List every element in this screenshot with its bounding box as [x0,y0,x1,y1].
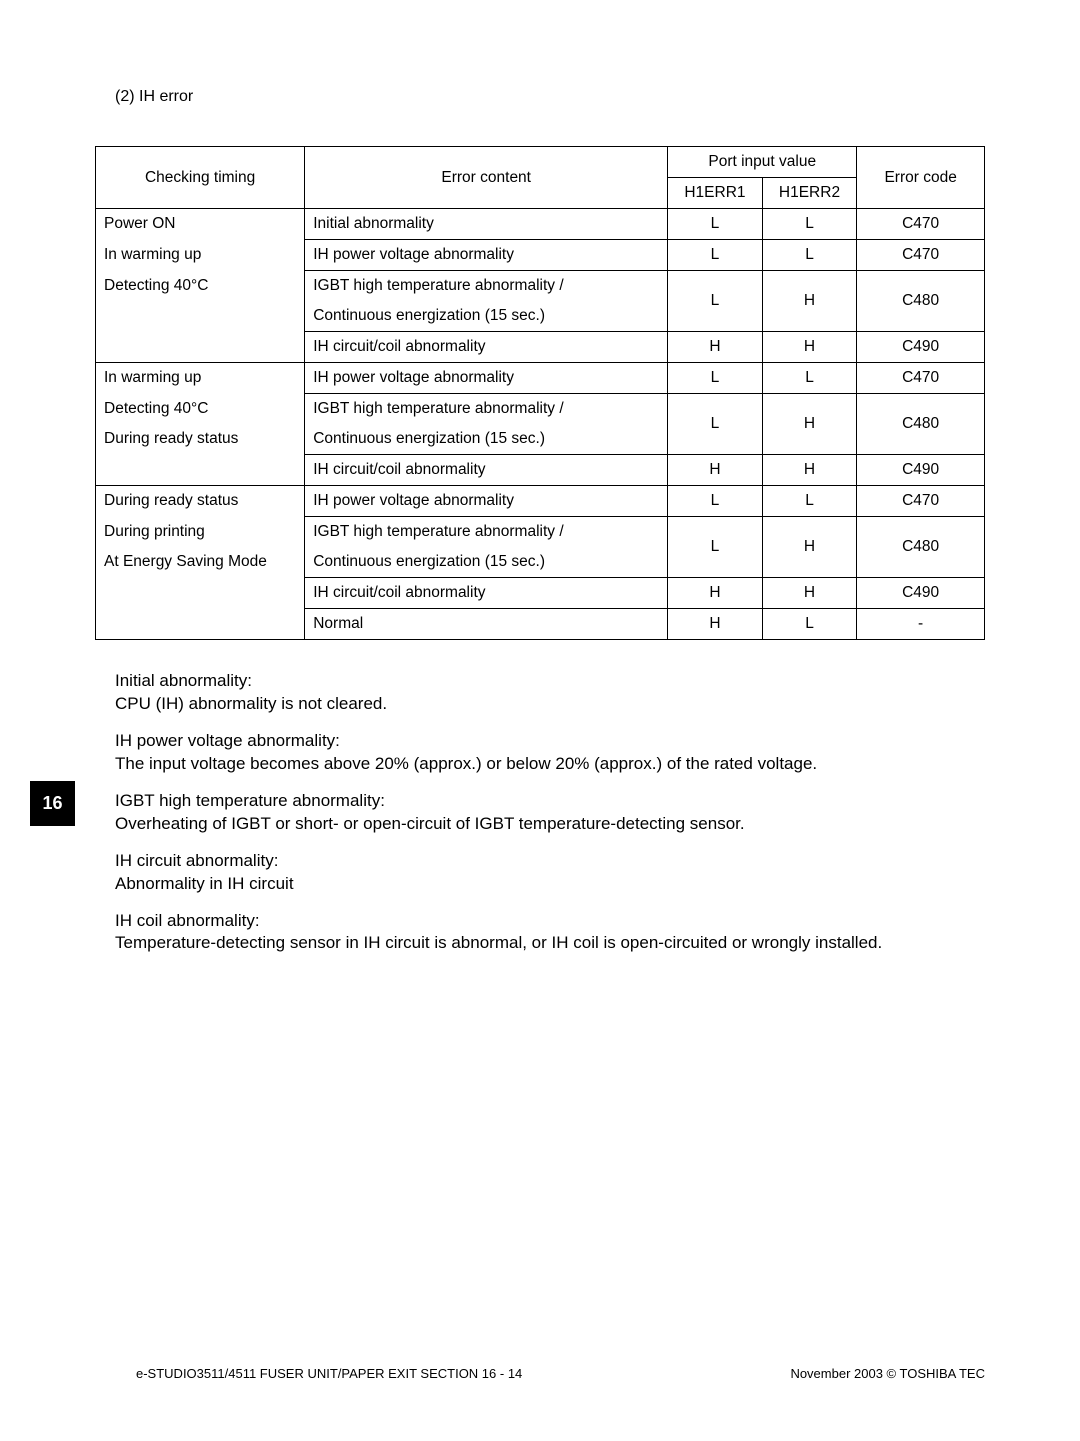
h1-cell: H [668,455,763,486]
timing-cell [96,609,305,640]
footer-left: e-STUDIO3511/4511 FUSER UNIT/PAPER EXIT … [136,1366,522,1381]
definition-title: IH power voltage abnormality: [115,730,985,753]
timing-cell: During ready status [96,486,305,517]
th-port-input: Port input value [668,147,857,178]
definition-title: IH circuit abnormality: [115,850,985,873]
definition-item: IH circuit abnormality: Abnormality in I… [115,850,985,896]
footer-right: November 2003 © TOSHIBA TEC [790,1366,985,1381]
definition-item: IGBT high temperature abnormality: Overh… [115,790,985,836]
content-cell: IH power voltage abnormality [305,240,668,271]
code-cell: C470 [857,240,985,271]
code-cell: C470 [857,363,985,394]
content-cell: Normal [305,609,668,640]
timing-cell: In warming up [96,240,305,271]
timing-cell: In warming up [96,363,305,394]
code-cell: - [857,609,985,640]
content-cell: IH power voltage abnormality [305,363,668,394]
content-cell: IH circuit/coil abnormality [305,332,668,363]
definition-text: The input voltage becomes above 20% (app… [115,753,985,776]
definitions-block: Initial abnormality: CPU (IH) abnormalit… [115,670,985,955]
section-heading: (2) IH error [115,88,985,106]
definition-title: IGBT high temperature abnormality: [115,790,985,813]
content-cell: Initial abnormality [305,209,668,240]
h1-cell: H [668,578,763,609]
th-h1err1: H1ERR1 [668,178,763,209]
definition-title: IH coil abnormality: [115,910,985,933]
th-checking-timing: Checking timing [96,147,305,209]
timing-cell [96,578,305,609]
code-cell: C480 [857,271,985,332]
h1-cell: L [668,517,763,578]
h2-cell: H [762,455,857,486]
ih-error-table: Checking timing Error content Port input… [95,146,985,640]
timing-cell: Power ON [96,209,305,240]
content-cell: Continuous energization (15 sec.) [305,301,668,332]
h2-cell: L [762,240,857,271]
definition-item: IH power voltage abnormality: The input … [115,730,985,776]
h2-cell: L [762,363,857,394]
content-cell: IH circuit/coil abnormality [305,578,668,609]
h2-cell: H [762,394,857,455]
h2-cell: L [762,486,857,517]
definition-item: Initial abnormality: CPU (IH) abnormalit… [115,670,985,716]
definition-text: CPU (IH) abnormality is not cleared. [115,693,985,716]
timing-cell [96,301,305,332]
h1-cell: L [668,271,763,332]
content-cell: IH power voltage abnormality [305,486,668,517]
definition-text: Temperature-detecting sensor in IH circu… [115,932,985,955]
h1-cell: L [668,486,763,517]
definition-text: Overheating of IGBT or short- or open-ci… [115,813,985,836]
code-cell: C490 [857,578,985,609]
h2-cell: L [762,609,857,640]
content-cell: IGBT high temperature abnormality / [305,271,668,302]
content-cell: IGBT high temperature abnormality / [305,394,668,425]
h1-cell: L [668,363,763,394]
definition-text: Abnormality in IH circuit [115,873,985,896]
timing-cell: Detecting 40°C [96,394,305,425]
th-error-content: Error content [305,147,668,209]
h2-cell: L [762,209,857,240]
h1-cell: L [668,240,763,271]
h1-cell: H [668,332,763,363]
chapter-tab: 16 [30,781,75,826]
h2-cell: H [762,517,857,578]
page-footer: e-STUDIO3511/4511 FUSER UNIT/PAPER EXIT … [136,1366,985,1381]
h2-cell: H [762,332,857,363]
h2-cell: H [762,578,857,609]
code-cell: C480 [857,394,985,455]
code-cell: C480 [857,517,985,578]
timing-cell [96,455,305,486]
content-cell: IH circuit/coil abnormality [305,455,668,486]
timing-cell: At Energy Saving Mode [96,547,305,578]
content-cell: Continuous energization (15 sec.) [305,424,668,455]
th-error-code: Error code [857,147,985,209]
timing-cell: During printing [96,517,305,548]
timing-cell [96,332,305,363]
th-h1err2: H1ERR2 [762,178,857,209]
content-cell: Continuous energization (15 sec.) [305,547,668,578]
content-cell: IGBT high temperature abnormality / [305,517,668,548]
code-cell: C470 [857,486,985,517]
code-cell: C470 [857,209,985,240]
timing-cell: During ready status [96,424,305,455]
definition-title: Initial abnormality: [115,670,985,693]
code-cell: C490 [857,332,985,363]
h1-cell: H [668,609,763,640]
definition-item: IH coil abnormality: Temperature-detecti… [115,910,985,956]
h1-cell: L [668,394,763,455]
h1-cell: L [668,209,763,240]
h2-cell: H [762,271,857,332]
timing-cell: Detecting 40°C [96,271,305,302]
code-cell: C490 [857,455,985,486]
